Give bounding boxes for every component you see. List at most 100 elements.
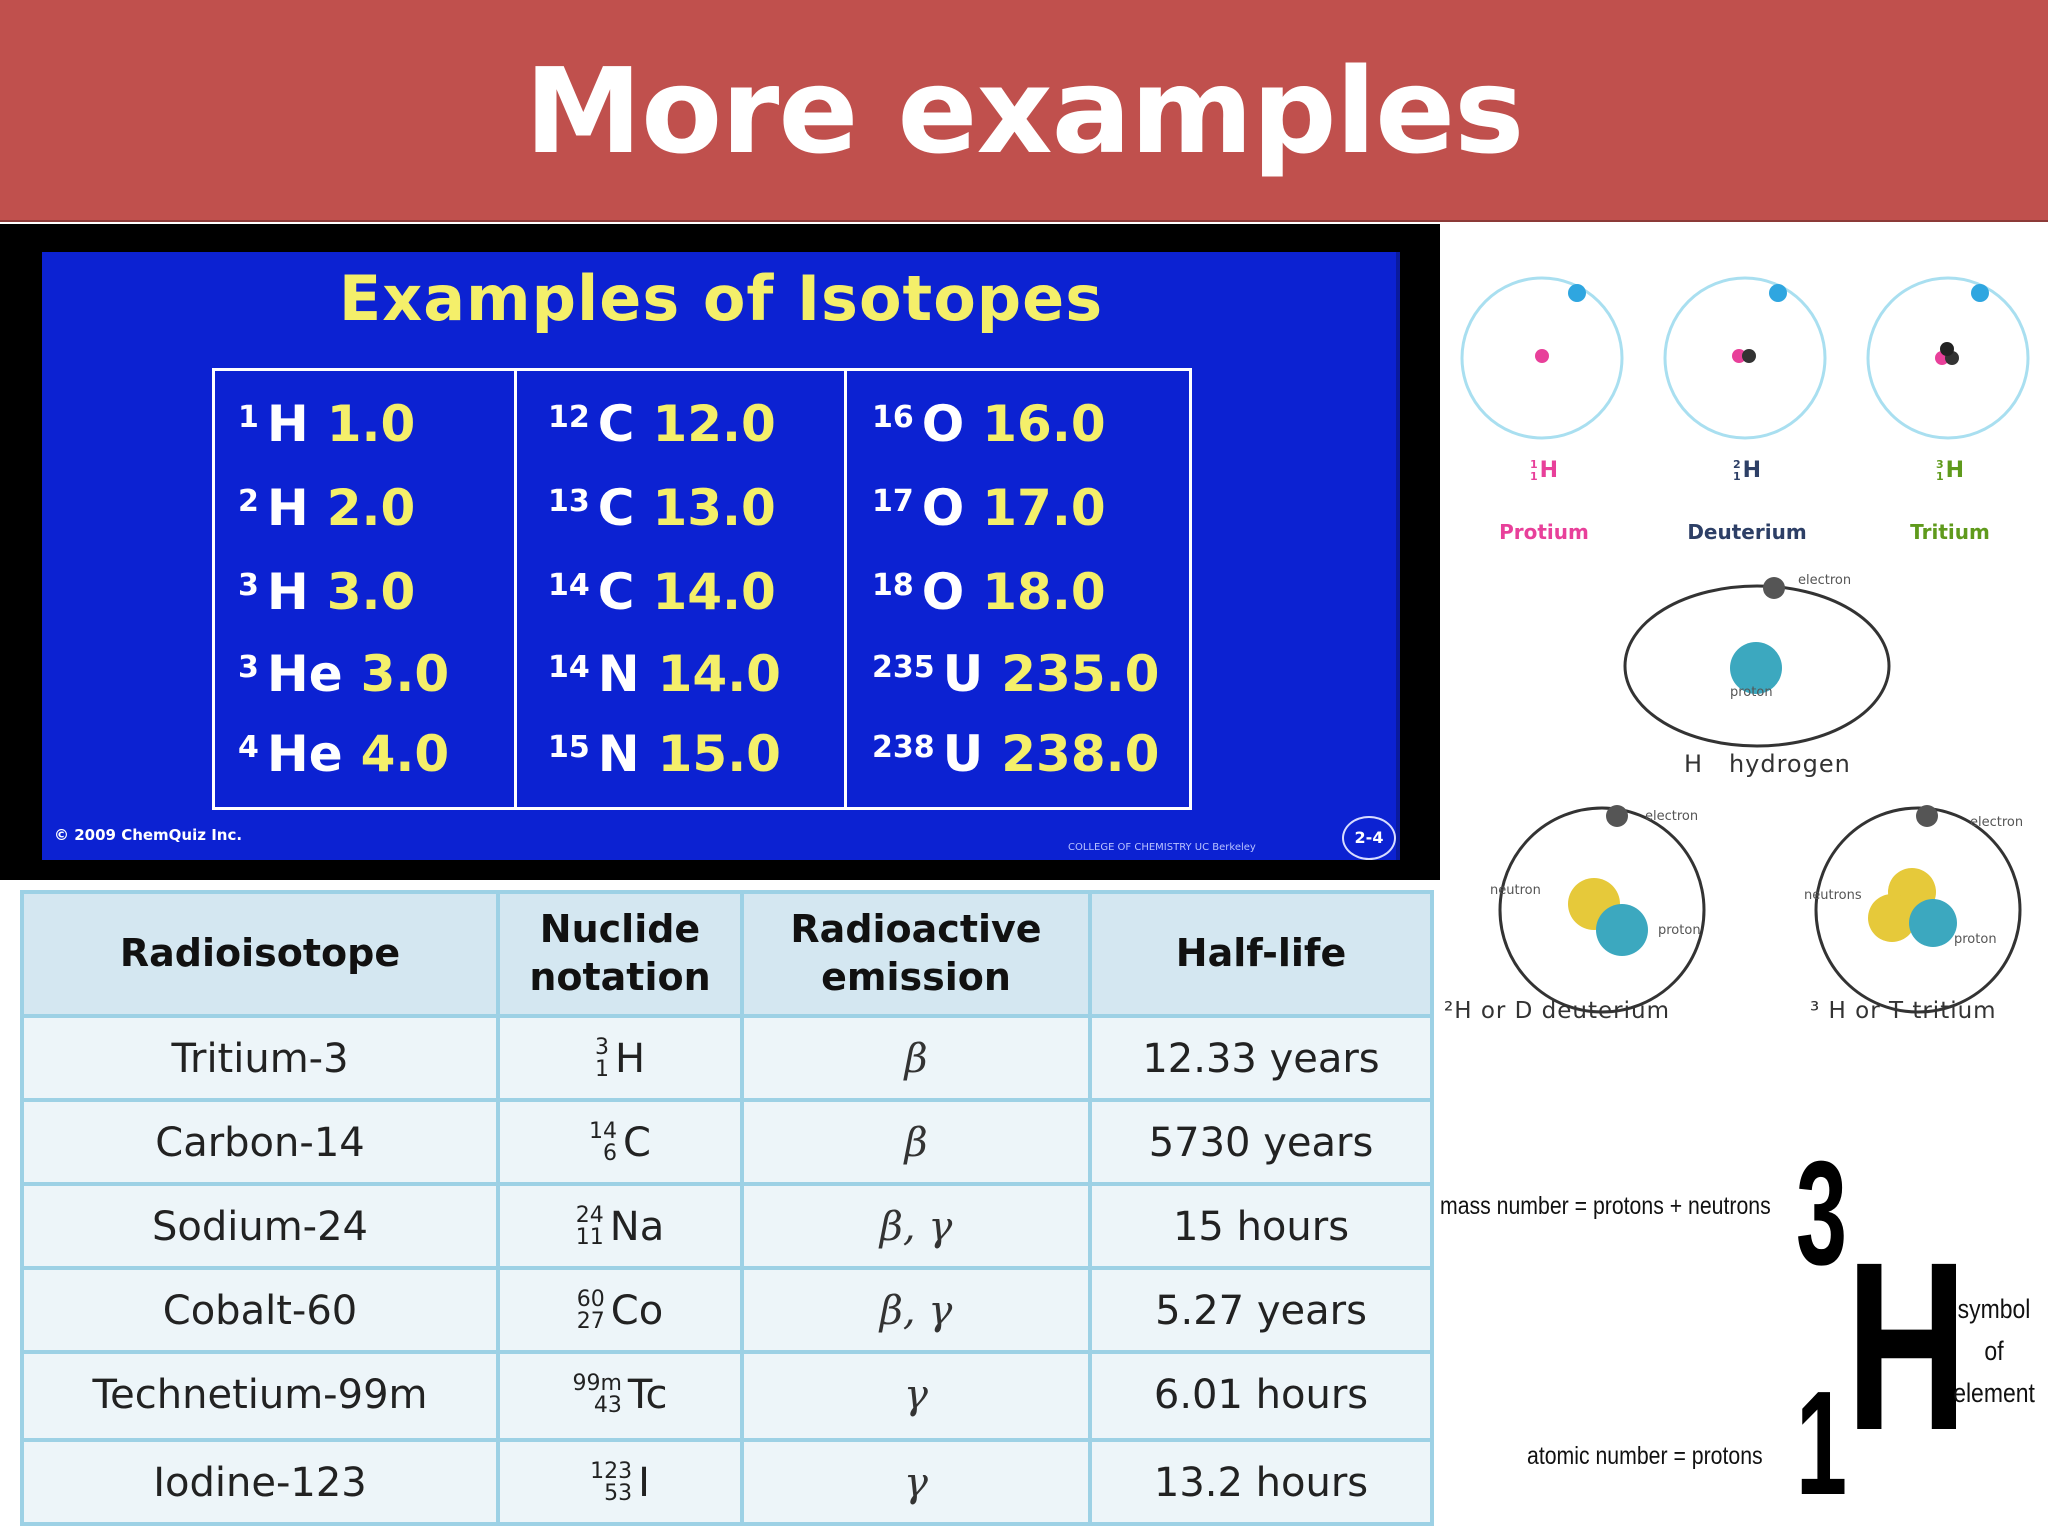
table-gridline <box>20 1014 1434 1018</box>
table-gridline <box>20 890 24 1526</box>
table-gridline <box>20 1522 1434 1526</box>
notation-atomic: 1 <box>1935 469 1944 483</box>
nuclide-mass-number: 3 <box>594 1035 609 1060</box>
nuclide-symbol: Tc <box>627 1372 668 1418</box>
isotope-symbol: H <box>266 563 309 621</box>
isotope-mass-number: 2 <box>238 484 259 519</box>
isotope-entry: 3 He 3.0 <box>238 626 449 710</box>
half-life-cell: 15 hours <box>1092 1186 1430 1268</box>
deuterium-neutron-label: neutron <box>1490 883 1541 898</box>
isotope-symbol: U <box>942 645 984 703</box>
nuclide-mass-number: 99m <box>572 1371 622 1396</box>
nuclide-numbers: 24 11 <box>576 1205 604 1249</box>
emission-cell: γ <box>744 1354 1088 1436</box>
isotope-mass-number: 1 <box>238 400 259 435</box>
isotope-mass-number: 14 <box>548 650 590 685</box>
isotope-symbol: N <box>597 725 640 783</box>
nuclide-mass-number: 60 <box>576 1287 605 1312</box>
isotope-mass-number: 18 <box>872 568 914 603</box>
slide-title: More examples <box>524 42 1525 180</box>
header-half-life: Half-life <box>1175 931 1347 975</box>
isotope-grid <box>212 368 1192 810</box>
radioisotope-name-cell: Cobalt-60 <box>24 1270 496 1352</box>
isotope-mass-number: 14 <box>548 568 590 603</box>
table-gridline <box>20 1350 1434 1354</box>
deuterium-atom-icon <box>1663 276 1827 440</box>
isotope-name-label: Tritium <box>1910 520 1990 544</box>
radioactive-emission: γ <box>904 1372 928 1418</box>
isotope-mass-number: 15 <box>548 730 590 765</box>
nuclide-notation: 14 6 C <box>589 1120 651 1166</box>
table-gridline <box>20 1182 1434 1186</box>
nuclide-numbers: 60 27 <box>577 1289 605 1333</box>
nuclide-atomic-number: 6 <box>603 1141 618 1166</box>
isotope-slide <box>42 252 1400 860</box>
half-life-cell: 13.2 hours <box>1092 1442 1430 1524</box>
emission-cell: γ <box>744 1442 1088 1524</box>
header-radioisotope: Radioisotope <box>119 931 401 975</box>
radioactive-emission: β <box>904 1036 928 1082</box>
radioactive-emission: β <box>904 1120 928 1166</box>
symbol-of-element-label: symbol of element <box>1953 1288 2035 1414</box>
table-gridline <box>20 890 1434 894</box>
slide-copyright: © 2009 ChemQuiz Inc. <box>54 826 243 844</box>
isotope-mass-number: 4 <box>238 730 259 765</box>
nuclide-notation: 60 27 Co <box>577 1288 663 1334</box>
isotope-atomic-mass: 17.0 <box>982 479 1106 537</box>
isotope-atomic-mass: 14.0 <box>657 645 781 703</box>
isotope-entry: 13 C 13.0 <box>548 460 776 544</box>
isotope-entry: 3 H 3.0 <box>238 544 415 628</box>
tritium-atom-diagram-icon <box>1814 805 2022 1014</box>
radioisotope-name: Technetium-99m <box>92 1372 428 1418</box>
half-life-value: 15 hours <box>1172 1204 1350 1250</box>
radioisotope-name-cell: Iodine-123 <box>24 1442 496 1524</box>
isotope-mass-number: 12 <box>548 400 590 435</box>
nuclide-atomic-number: 1 <box>594 1057 609 1082</box>
isotope-mass-number: 238 <box>872 730 935 765</box>
isotope-atomic-mass: 18.0 <box>982 563 1106 621</box>
atomic-number-label: atomic number = protons <box>1527 1442 1763 1470</box>
half-life-value: 13.2 hours <box>1153 1460 1369 1506</box>
table-gridline <box>20 1266 1434 1270</box>
isotope-entry: 15 N 15.0 <box>548 706 781 790</box>
isotope-atomic-mass: 4.0 <box>360 725 450 783</box>
half-life-value: 6.01 hours <box>1153 1372 1369 1418</box>
radioisotope-name: Sodium-24 <box>151 1204 368 1250</box>
nuclide-symbol: Na <box>609 1204 665 1250</box>
nuclide-notation: 123 53 I <box>590 1460 650 1506</box>
isotope-symbol: He <box>266 725 343 783</box>
isotope-atomic-mass: 15.0 <box>657 725 781 783</box>
radioisotope-name: Carbon-14 <box>155 1120 365 1166</box>
emission-cell: β <box>744 1018 1088 1100</box>
isotope-mass-number: 3 <box>238 650 259 685</box>
notation-symbol: H <box>1539 458 1559 483</box>
isotope-entry: 2 H 2.0 <box>238 460 415 544</box>
isotope-entry: 14 C 14.0 <box>548 544 776 628</box>
isotope-symbol: O <box>921 395 965 453</box>
isotope-symbol: O <box>921 479 965 537</box>
notation-symbol: H <box>1945 458 1965 483</box>
notation-atomic: 1 <box>1732 469 1741 483</box>
isotope-name-label: Protium <box>1499 520 1589 544</box>
title-bar <box>0 0 2048 222</box>
symbol-label-line: symbol <box>1957 1294 2031 1324</box>
radioisotope-name: Cobalt-60 <box>162 1288 358 1334</box>
radioactive-emission: β, γ <box>879 1204 953 1250</box>
table-gridline <box>740 890 744 1526</box>
radioisotope-name-cell: Technetium-99m <box>24 1354 496 1436</box>
isotope-symbol: H <box>266 395 309 453</box>
isotope-atomic-mass: 3.0 <box>360 645 450 703</box>
nuclide-atomic-number: 11 <box>575 1225 604 1250</box>
isotope-slide-title: Examples of Isotopes <box>338 262 1104 335</box>
emission-cell: β, γ <box>744 1186 1088 1268</box>
nuclide-mass-number: 24 <box>575 1203 604 1228</box>
isotope-mass-number: 17 <box>872 484 914 519</box>
isotope-symbol: H <box>266 479 309 537</box>
isotope-mass-number: 13 <box>548 484 590 519</box>
notation-element-symbol: H <box>1846 1212 1968 1480</box>
isotope-entry: 12 C 12.0 <box>548 376 776 460</box>
header-nuclide-notation: Nuclide notation <box>529 907 711 999</box>
